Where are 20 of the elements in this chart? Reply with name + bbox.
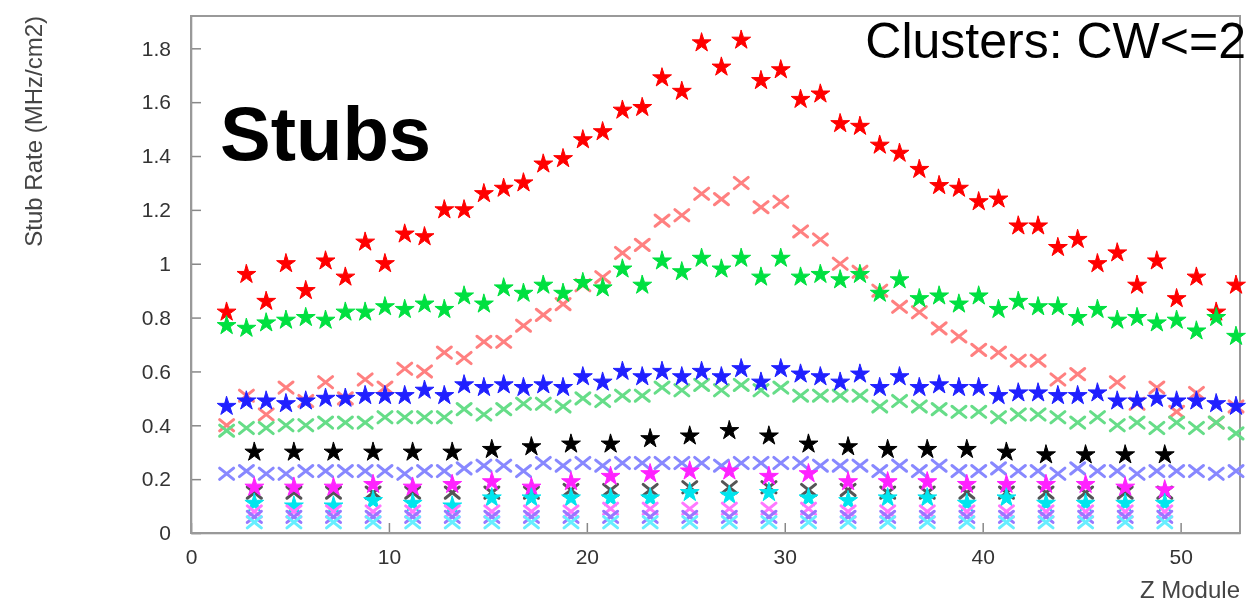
y-tick-label: 0	[159, 521, 171, 545]
y-tick-label: 1.4	[141, 144, 172, 168]
y-tick-label: 1.6	[141, 90, 171, 114]
annotation: Clusters: CW<=2	[865, 13, 1246, 69]
x-tick-label: 50	[1169, 544, 1193, 568]
y-tick-label: 1.8	[141, 36, 171, 60]
y-tick-label: 0.6	[141, 359, 171, 383]
y-tick-label: 0.4	[141, 413, 172, 437]
annotation: Stubs	[220, 91, 432, 176]
y-tick-label: 0.8	[141, 305, 171, 329]
y-axis-title: Stub Rate (MHz/cm2)	[20, 16, 47, 247]
y-tick-label: 0.2	[141, 467, 171, 491]
x-tick-label: 20	[575, 544, 600, 568]
x-tick-label: 40	[971, 544, 995, 568]
y-tick-label: 1	[159, 251, 171, 275]
y-tick-label: 1.2	[141, 198, 171, 222]
x-tick-label: 30	[773, 544, 797, 568]
x-tick-label: 0	[185, 544, 198, 568]
x-axis-title: Z Module	[1139, 576, 1240, 603]
x-tick-label: 10	[377, 544, 402, 568]
